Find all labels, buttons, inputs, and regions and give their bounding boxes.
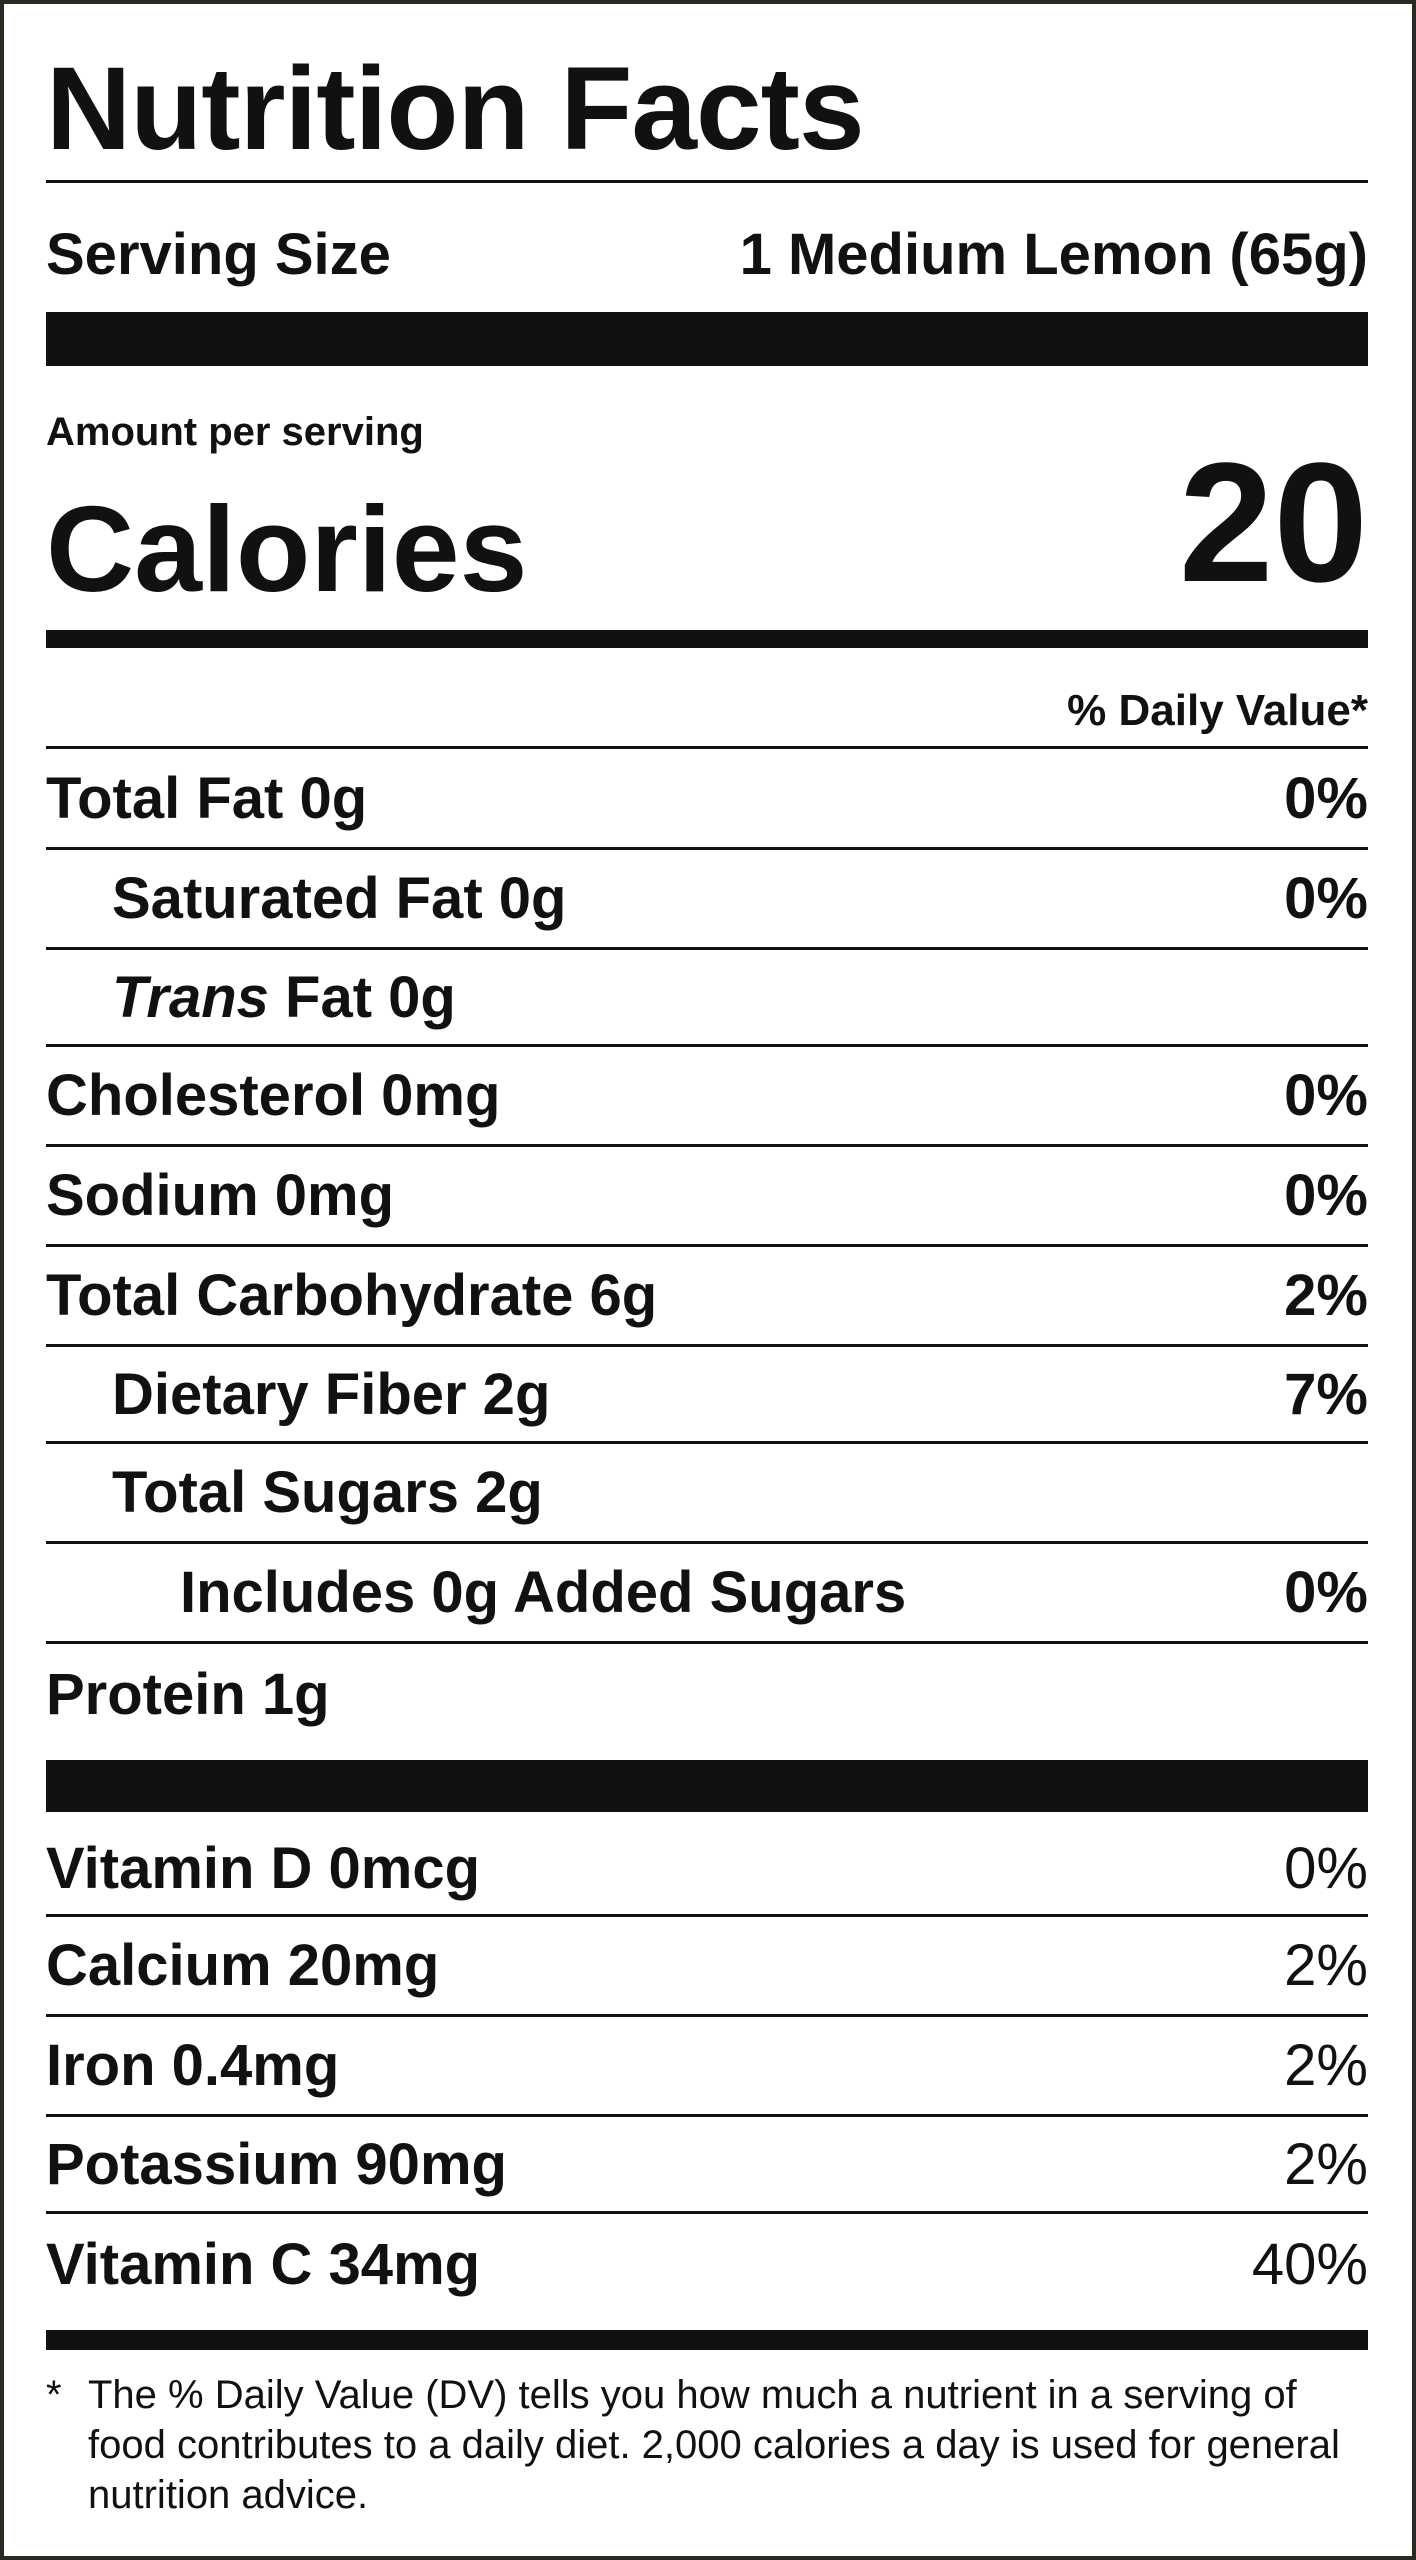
nutrient-percent: 0% (1284, 1835, 1368, 1901)
divider-thin (46, 1244, 1368, 1247)
nutrient-name: Dietary Fiber 2g (112, 1361, 551, 1427)
nutrient-row-added-sugars: Includes 0g Added Sugars 0% (46, 1544, 1368, 1641)
nutrient-percent: 0% (1284, 765, 1368, 831)
nutrient-row-trans-fat: Trans Fat 0g (46, 950, 1368, 1044)
divider-thin (46, 947, 1368, 950)
nutrient-row-dietary-fiber: Dietary Fiber 2g 7% (46, 1347, 1368, 1441)
divider-thin (46, 1044, 1368, 1047)
divider-thin (46, 1541, 1368, 1544)
trans-rest: Fat 0g (268, 964, 456, 1030)
divider-medium (46, 2330, 1368, 2350)
footnote-asterisk: * (46, 2373, 62, 2417)
divider-thick (46, 312, 1368, 366)
divider-thin (46, 1641, 1368, 1644)
vitamin-row-iron: Iron 0.4mg 2% (46, 2017, 1368, 2114)
nutrient-percent: 40% (1251, 2231, 1368, 2297)
divider-thin (46, 1914, 1368, 1917)
divider-thin (46, 2211, 1368, 2214)
nutrient-row-sodium: Sodium 0mg 0% (46, 1147, 1368, 1244)
nutrient-name: Iron 0.4mg (46, 2033, 340, 2098)
nutrient-percent: 2% (1284, 2033, 1368, 2098)
nutrient-row-saturated-fat: Saturated Fat 0g 0% (46, 850, 1368, 947)
label-title: Nutrition Facts (46, 43, 865, 175)
amount-per-serving: Amount per serving (46, 410, 424, 454)
divider-thin (46, 180, 1368, 183)
nutrient-name: Calcium 20mg (46, 1933, 440, 1998)
nutrient-name: Total Fat 0g (46, 765, 368, 831)
vitamin-row-vitamin-d: Vitamin D 0mcg 0% (46, 1822, 1368, 1914)
divider-thick (46, 1760, 1368, 1812)
daily-value-footnote: * The % Daily Value (DV) tells you how m… (46, 2370, 1368, 2520)
divider-thin (46, 2114, 1368, 2117)
vitamin-row-vitamin-c: Vitamin C 34mg 40% (46, 2214, 1368, 2314)
nutrient-name: Protein 1g (46, 1661, 330, 1727)
vitamin-row-calcium: Calcium 20mg 2% (46, 1917, 1368, 2014)
nutrient-percent: 0% (1284, 1163, 1368, 1228)
nutrient-percent: 2% (1284, 2131, 1368, 2197)
divider-thin (46, 847, 1368, 850)
nutrient-percent: 2% (1284, 1263, 1368, 1328)
nutrient-name: Sodium 0mg (46, 1163, 395, 1228)
nutrient-name: Cholesterol 0mg (46, 1063, 501, 1128)
divider-thin (46, 1144, 1368, 1147)
nutrient-percent: 0% (1284, 1560, 1368, 1625)
vitamin-row-potassium: Potassium 90mg 2% (46, 2117, 1368, 2211)
serving-size-label: Serving Size (46, 221, 391, 287)
daily-value-header: % Daily Value* (1067, 686, 1368, 735)
divider-thin (46, 2014, 1368, 2017)
nutrient-row-cholesterol: Cholesterol 0mg 0% (46, 1047, 1368, 1144)
footnote-text: The % Daily Value (DV) tells you how muc… (88, 2373, 1340, 2517)
nutrient-name: Total Sugars 2g (112, 1460, 543, 1525)
nutrient-row-total-sugars: Total Sugars 2g (46, 1444, 1368, 1541)
nutrient-percent: 7% (1284, 1361, 1368, 1427)
divider-thin (46, 1441, 1368, 1444)
nutrient-name: Includes 0g Added Sugars (180, 1560, 907, 1625)
nutrient-name: Vitamin C 34mg (46, 2231, 481, 2297)
trans-italic: Trans (112, 964, 269, 1030)
divider-medium (46, 630, 1368, 648)
nutrient-name: Vitamin D 0mcg (46, 1835, 481, 1901)
calories-value: 20 (1178, 428, 1368, 618)
calories-row: Calories 20 (46, 438, 1368, 624)
nutrient-name: Trans Fat 0g (46, 964, 456, 1031)
nutrient-row-protein: Protein 1g (46, 1644, 1368, 1744)
divider-thin (46, 1344, 1368, 1347)
nutrient-name: Total Carbohydrate 6g (46, 1263, 658, 1328)
nutrient-row-total-carbohydrate: Total Carbohydrate 6g 2% (46, 1247, 1368, 1344)
serving-size-value: 1 Medium Lemon (65g) (739, 221, 1368, 287)
nutrient-percent: 0% (1284, 1063, 1368, 1128)
nutrient-row-total-fat: Total Fat 0g 0% (46, 749, 1368, 847)
nutrient-name: Potassium 90mg (46, 2131, 507, 2197)
nutrient-percent: 0% (1284, 866, 1368, 931)
divider-thin (46, 746, 1368, 749)
serving-size-row: Serving Size 1 Medium Lemon (65g) (46, 209, 1368, 299)
calories-label: Calories (46, 481, 528, 617)
nutrient-name: Saturated Fat 0g (112, 866, 567, 931)
nutrient-percent: 2% (1284, 1933, 1368, 1998)
